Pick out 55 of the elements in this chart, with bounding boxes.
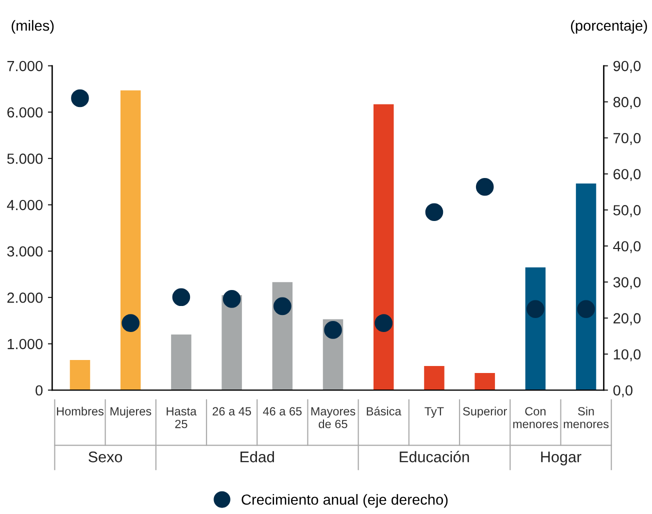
y2-tick-label: 90,0	[613, 60, 641, 73]
x-tick-label: Mayores de 65	[311, 407, 356, 428]
bar	[374, 104, 394, 390]
y2-tick-label: 0,0	[613, 385, 632, 398]
text: Sexo	[88, 452, 122, 462]
bar	[424, 366, 444, 390]
y2-tick-label: 10,0	[614, 349, 641, 362]
y-axis-title: (miles)	[12, 20, 54, 34]
legend-label: Crecimiento anual (eje derecho)	[242, 494, 448, 508]
x-tick-label: Sin menores	[564, 406, 609, 428]
bar	[474, 372, 495, 390]
x-tick-label: Superior	[463, 406, 507, 418]
x-tick-label: Mujeres	[110, 406, 152, 418]
y2-tick-label: 60,0	[614, 169, 641, 182]
point	[274, 297, 292, 316]
y-tick-label: 5.000	[7, 154, 43, 164]
y-tick-label: 4.000	[6, 200, 43, 210]
y-tick-label: 0	[36, 385, 43, 396]
point	[526, 300, 544, 318]
text: Educación	[400, 450, 469, 462]
y2-tick-label: 70,0	[614, 132, 641, 146]
bar	[70, 360, 90, 390]
y-tick-label: 6.000	[7, 107, 43, 118]
point	[577, 300, 595, 318]
bar	[171, 334, 192, 390]
text: Edad	[240, 451, 274, 462]
point	[324, 321, 342, 339]
point	[425, 203, 444, 222]
x-tick-label: 26 a 45	[212, 407, 252, 416]
x-tick-label: Básica	[366, 406, 402, 416]
y2-axis-title: (porcentaje)	[570, 20, 647, 34]
y-tick-label: 7.000	[7, 60, 43, 72]
y-tick-label: 2.000	[7, 292, 43, 303]
x-tick-label: Con menores	[513, 407, 558, 428]
bar	[576, 183, 596, 390]
point	[222, 290, 241, 308]
text: Hogar	[541, 452, 582, 466]
y2-tick-label: 40,0	[613, 241, 641, 254]
point	[476, 178, 494, 196]
point	[122, 314, 140, 332]
bar	[222, 295, 242, 390]
y-tick-label: 3.000	[7, 246, 43, 257]
y2-tick-label: 30,0	[613, 277, 641, 290]
x-tick-label: TyT	[424, 407, 444, 418]
point	[71, 89, 89, 108]
y2-tick-label: 20,0	[614, 313, 641, 326]
y2-tick-label: 50,0	[613, 205, 641, 218]
x-tick-label: Hombres	[57, 406, 104, 416]
bar	[120, 90, 141, 390]
x-tick-label: Hasta 25	[166, 407, 197, 428]
point	[374, 314, 393, 332]
y2-tick-label: 80,0	[613, 96, 641, 109]
y-tick-label: 1.000	[8, 338, 43, 350]
x-tick-label: 46 a 65	[262, 407, 302, 416]
point	[172, 288, 190, 306]
